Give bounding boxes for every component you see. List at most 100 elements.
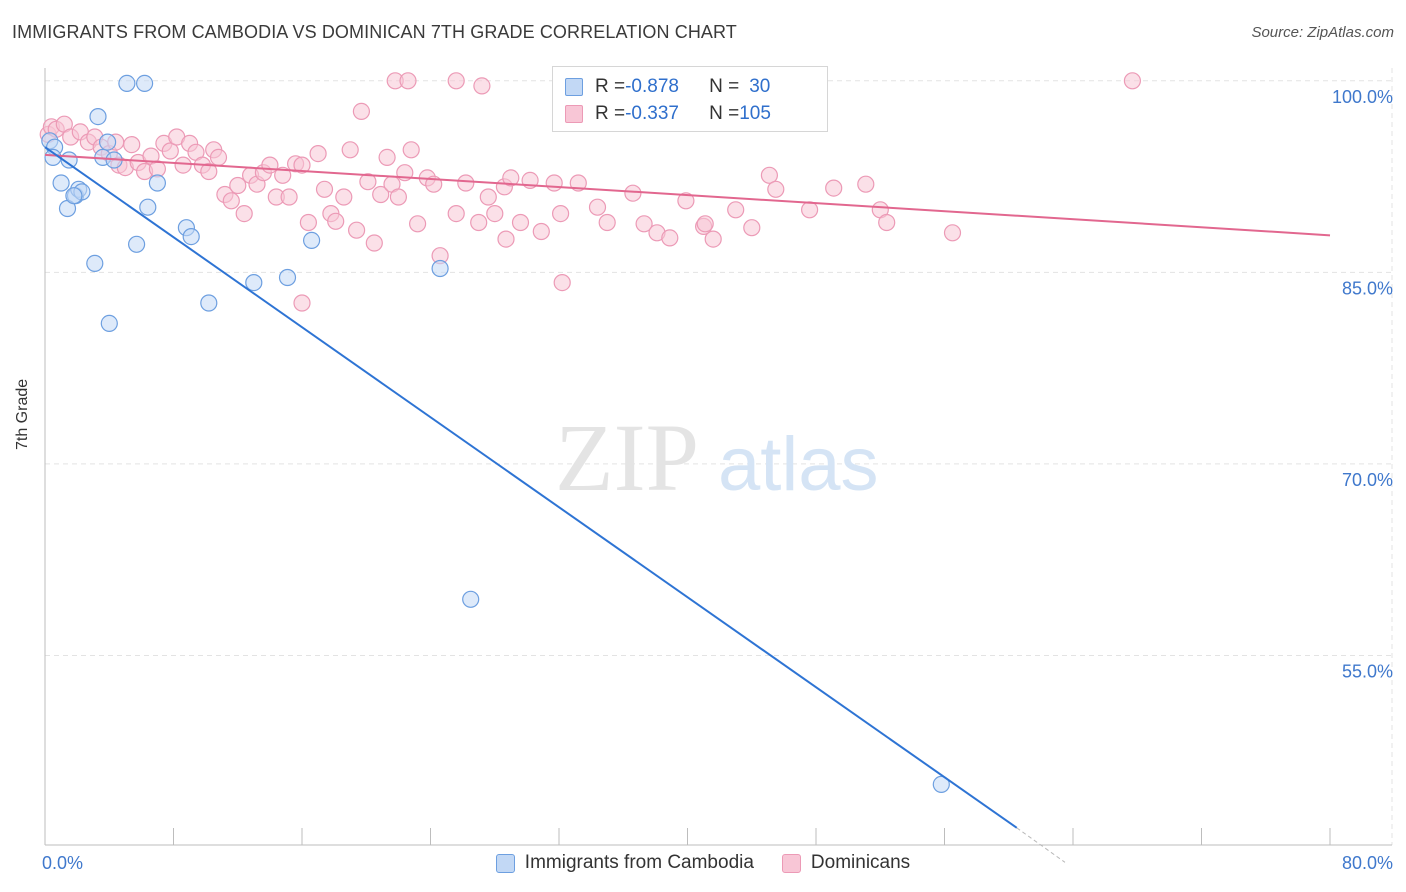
- dominicans-point-72: [545, 174, 563, 192]
- dominicans-point-30: [229, 176, 247, 195]
- watermark-atlas: atlas: [718, 422, 879, 507]
- dominicans-point-66: [486, 205, 504, 223]
- cambodia-point-14: [136, 74, 154, 93]
- legend-item-dominicans[interactable]: Dominicans: [781, 852, 911, 874]
- dominicans-point-62: [447, 205, 465, 223]
- axes: [44, 68, 1392, 846]
- dominicans-point-92: [878, 213, 896, 232]
- stats-legend: R = -0.878 N = 30 R = -0.337 N = 105: [552, 66, 828, 132]
- cambodia-point-26: [431, 259, 449, 278]
- dominicans-point-89: [825, 179, 843, 197]
- dominicans-point-87: [767, 180, 785, 198]
- dominicans-point-29: [222, 192, 240, 210]
- grid-lines: [45, 68, 1393, 845]
- dominicans-point-13: [123, 136, 141, 154]
- cambodia-point-21: [182, 228, 200, 246]
- cambodia-point-9: [89, 107, 107, 126]
- cambodia-point-11: [98, 133, 117, 151]
- dominicans-point-57: [402, 141, 420, 159]
- dominicans-point-100: [1123, 72, 1142, 90]
- watermark: ZIP atlas: [555, 404, 879, 511]
- x-tick-label-0: 0.0%: [42, 853, 83, 873]
- cambodia-trend-extension: [1016, 827, 1066, 863]
- dominicans-trend-line: [44, 153, 1331, 237]
- cambodia-point-22: [200, 294, 218, 312]
- legend-n-value: 105: [739, 103, 771, 124]
- y-tick-label-1: 85.0%: [1342, 278, 1393, 298]
- dominicans-point-76: [598, 213, 616, 232]
- dominicans-point-86: [760, 166, 779, 184]
- dominicans-point-37: [274, 166, 292, 184]
- dominicans-point-63: [457, 174, 475, 192]
- legend-r-value: -0.337: [625, 103, 679, 124]
- watermark-zip: ZIP: [555, 404, 699, 511]
- tick-labels: 100.0% 85.0% 70.0% 55.0% 0.0% 80.0%: [42, 87, 1393, 873]
- cambodia-points: [41, 74, 950, 794]
- y-tick-label-0: 100.0%: [1332, 87, 1393, 107]
- dominicans-point-83: [704, 230, 722, 248]
- dominicans-point-46: [335, 188, 353, 206]
- dominicans-point-84: [727, 201, 745, 219]
- cambodia-point-23: [245, 274, 263, 292]
- legend-item-cambodia[interactable]: Immigrants from Cambodia: [495, 852, 754, 874]
- legend-n-label: N =: [709, 103, 740, 124]
- dominicans-point-88: [800, 201, 819, 219]
- y-tick-label-3: 55.0%: [1342, 661, 1393, 681]
- dominicans-point-80: [661, 229, 679, 247]
- dominicans-point-52: [372, 185, 390, 204]
- dominicans-point-49: [352, 102, 370, 121]
- dominicans-point-47: [341, 141, 359, 159]
- dominicans-point-42: [309, 145, 327, 163]
- dominicans-point-64: [470, 213, 488, 232]
- dominicans-point-31: [235, 205, 253, 223]
- legend-n-value: 30: [749, 76, 771, 97]
- dominicans-point-96: [447, 72, 465, 90]
- dominicans-point-74: [569, 174, 587, 192]
- dominicans-point-102: [293, 294, 311, 312]
- dominicans-point-45: [327, 212, 345, 230]
- chart-title: IMMIGRANTS FROM CAMBODIA VS DOMINICAN 7T…: [12, 22, 737, 42]
- dominicans-point-77: [624, 184, 642, 202]
- cambodia-point-25: [303, 231, 321, 249]
- legend-swatch-pink: [781, 853, 801, 873]
- source-label[interactable]: Source: ZipAtlas.com: [1251, 24, 1394, 41]
- cambodia-point-28: [932, 775, 950, 794]
- legend-label-cambodia: Immigrants from Cambodia: [524, 852, 754, 873]
- legend-n-label: N =: [709, 76, 740, 97]
- dominicans-point-93: [943, 224, 962, 242]
- legend-swatch-blue: [495, 853, 515, 873]
- dominicans-point-104: [696, 215, 714, 233]
- cambodia-point-18: [86, 254, 104, 272]
- cambodia-point-19: [100, 314, 118, 332]
- legend-swatch-pink: [565, 105, 583, 123]
- dominicans-point-78: [635, 215, 653, 233]
- legend-swatch-blue: [565, 78, 583, 96]
- dominicans-point-55: [389, 188, 407, 206]
- dominicans-point-95: [399, 72, 417, 90]
- dominicans-point-50: [359, 173, 377, 191]
- legend-row-dominicans: R = -0.337 N = 105: [565, 102, 771, 126]
- legend-label-dominicans: Dominicans: [810, 852, 911, 873]
- legend-row-cambodia: R = -0.878 N = 30: [565, 75, 770, 99]
- dominicans-point-53: [378, 148, 396, 166]
- dominicans-point-27: [209, 148, 228, 166]
- dominicans-point-69: [511, 213, 530, 232]
- dominicans-point-51: [365, 234, 383, 252]
- dominicans-point-38: [280, 188, 298, 206]
- legend-r-label: R =: [595, 76, 626, 97]
- dominicans-point-68: [502, 169, 520, 187]
- dominicans-point-58: [409, 215, 427, 233]
- cambodia-point-27: [462, 590, 480, 608]
- dominicans-point-73: [551, 205, 570, 223]
- dominicans-point-81: [677, 192, 695, 210]
- dominicans-point-21: [174, 156, 192, 174]
- legend-r-label: R =: [595, 103, 626, 124]
- trend-lines: [44, 146, 1331, 863]
- cambodia-point-16: [148, 174, 166, 192]
- cambodia-trend-line: [44, 146, 1018, 829]
- cambodia-point-15: [139, 198, 157, 216]
- x-tick-label-1: 80.0%: [1342, 853, 1393, 873]
- cambodia-point-3: [52, 174, 70, 192]
- dominicans-point-101: [553, 274, 571, 292]
